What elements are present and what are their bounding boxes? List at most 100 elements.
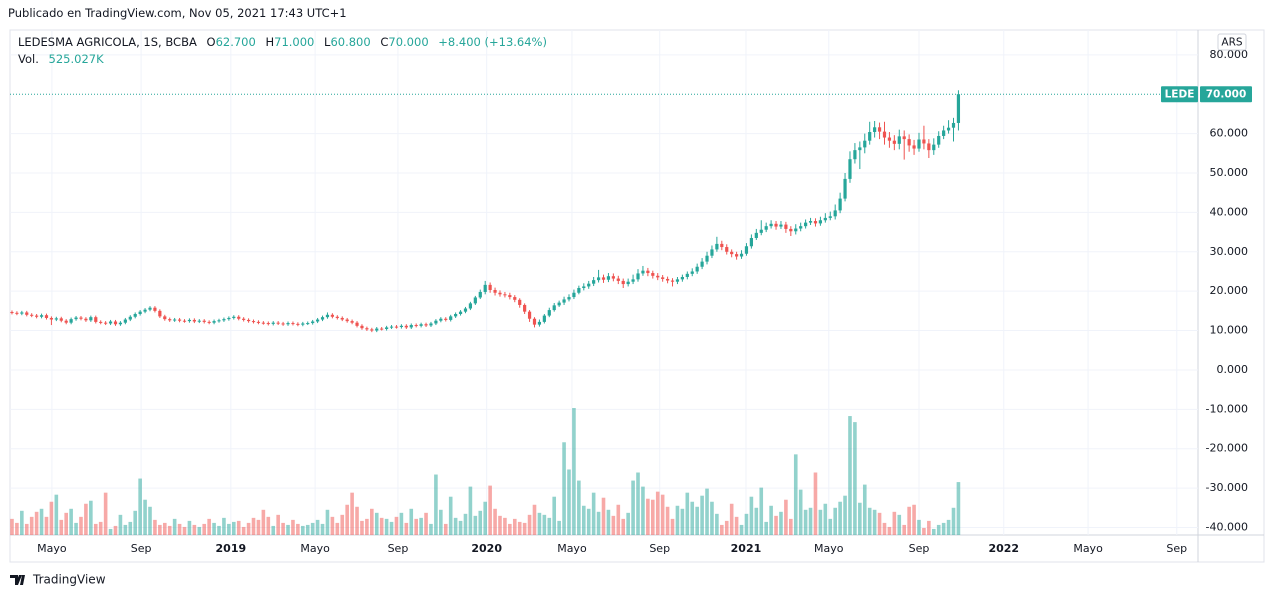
volume-bar <box>212 522 216 535</box>
candle-body <box>458 311 463 315</box>
volume-bar <box>305 524 310 535</box>
volume-bar <box>429 523 433 535</box>
volume-bar <box>286 524 290 535</box>
candle-body <box>700 261 704 267</box>
volume-bar <box>310 522 315 535</box>
candle-body <box>611 276 615 279</box>
candle-body <box>394 326 399 328</box>
volume-bar <box>512 518 517 535</box>
volume-bar <box>123 524 128 535</box>
candle-body <box>207 321 211 323</box>
candle-body <box>828 216 832 218</box>
candle-body <box>601 277 606 280</box>
candle-body <box>705 255 709 262</box>
volume-bar <box>636 472 640 535</box>
volume-bar <box>98 521 103 535</box>
volume-bar <box>118 514 123 535</box>
candle-body <box>99 321 103 323</box>
candle-body <box>695 266 699 272</box>
candle-body <box>779 224 783 227</box>
candle-body <box>646 270 650 274</box>
volume-bar <box>350 492 354 535</box>
candle-body <box>552 305 556 311</box>
volume-bar <box>784 499 788 535</box>
volume-bar <box>872 509 877 535</box>
volume-bar <box>79 516 83 535</box>
candle-body <box>212 321 216 323</box>
volume-bar <box>858 502 862 535</box>
volume-bar <box>838 501 842 535</box>
volume-bar <box>207 518 211 535</box>
x-tick-label: Mayo <box>300 542 330 555</box>
volume-bar <box>370 508 374 535</box>
candle-body <box>128 316 132 320</box>
volume-bar <box>902 524 907 535</box>
candle-body <box>493 289 497 293</box>
candle-body <box>360 325 364 329</box>
candle-body <box>25 312 29 315</box>
volume-bar <box>424 512 428 535</box>
volume-bar <box>128 521 133 535</box>
volume-bar <box>15 522 19 535</box>
volume-bar <box>621 518 626 535</box>
volume-bar <box>34 511 39 535</box>
volume-bar <box>241 526 246 535</box>
candle-body <box>858 147 862 151</box>
candle-body <box>256 321 261 323</box>
grid <box>10 30 1198 535</box>
candle-body <box>868 132 872 141</box>
candles <box>10 90 1198 333</box>
volume-bar <box>463 513 468 535</box>
candle-body <box>35 315 39 317</box>
candle-body <box>744 246 749 254</box>
candle-body <box>942 130 946 136</box>
volume-bar <box>798 489 803 535</box>
volume-bar <box>39 508 44 535</box>
volume-bar <box>744 513 749 535</box>
volume-bar <box>651 499 655 535</box>
legend-line: LEDESMA AGRICOLA, 1S, BCBA O62.700 H71.0… <box>18 35 547 49</box>
volume-bar <box>227 523 231 535</box>
volume-bar <box>631 480 635 535</box>
candle-body <box>503 294 507 296</box>
candle-body <box>84 318 88 321</box>
volume-bar <box>931 528 936 535</box>
candle-body <box>158 310 162 317</box>
volume-bar <box>325 509 330 535</box>
y-tick-label: 80.000 <box>1210 48 1249 61</box>
volume-bar <box>892 511 897 535</box>
volume-bar <box>113 525 118 535</box>
candle-body <box>217 320 221 322</box>
candle-body <box>567 297 571 300</box>
candle-body <box>799 226 803 229</box>
open-label: O <box>206 35 216 49</box>
volume-bar <box>941 522 946 535</box>
volume-bar <box>577 480 581 535</box>
volume-bar <box>562 442 566 535</box>
candle-body <box>39 315 44 317</box>
candle-body <box>434 320 438 324</box>
volume-bar <box>24 523 29 535</box>
volume-bar <box>700 495 704 535</box>
candle-body <box>562 299 566 303</box>
candle-body <box>49 317 54 320</box>
volume-bar <box>133 510 138 535</box>
candle-body <box>621 280 625 285</box>
volume-bar <box>764 521 768 535</box>
volume-bar <box>862 484 867 535</box>
volume-bar <box>720 524 724 535</box>
last-price-label: 70.000 <box>1206 89 1247 101</box>
candle-body <box>409 325 413 328</box>
volume-bar <box>626 512 630 535</box>
candle-body <box>380 328 384 330</box>
candle-body <box>532 318 537 325</box>
candle-body <box>823 217 827 221</box>
volume-bar <box>414 518 418 535</box>
volume-bar <box>443 523 448 535</box>
x-tick-label: Mayo <box>37 542 67 555</box>
candle-body <box>739 253 744 257</box>
currency-box[interactable] <box>1217 33 1247 51</box>
candle-body <box>286 323 290 325</box>
volume-bar <box>843 495 847 535</box>
volume-legend: Vol. 525.027K <box>18 52 104 66</box>
